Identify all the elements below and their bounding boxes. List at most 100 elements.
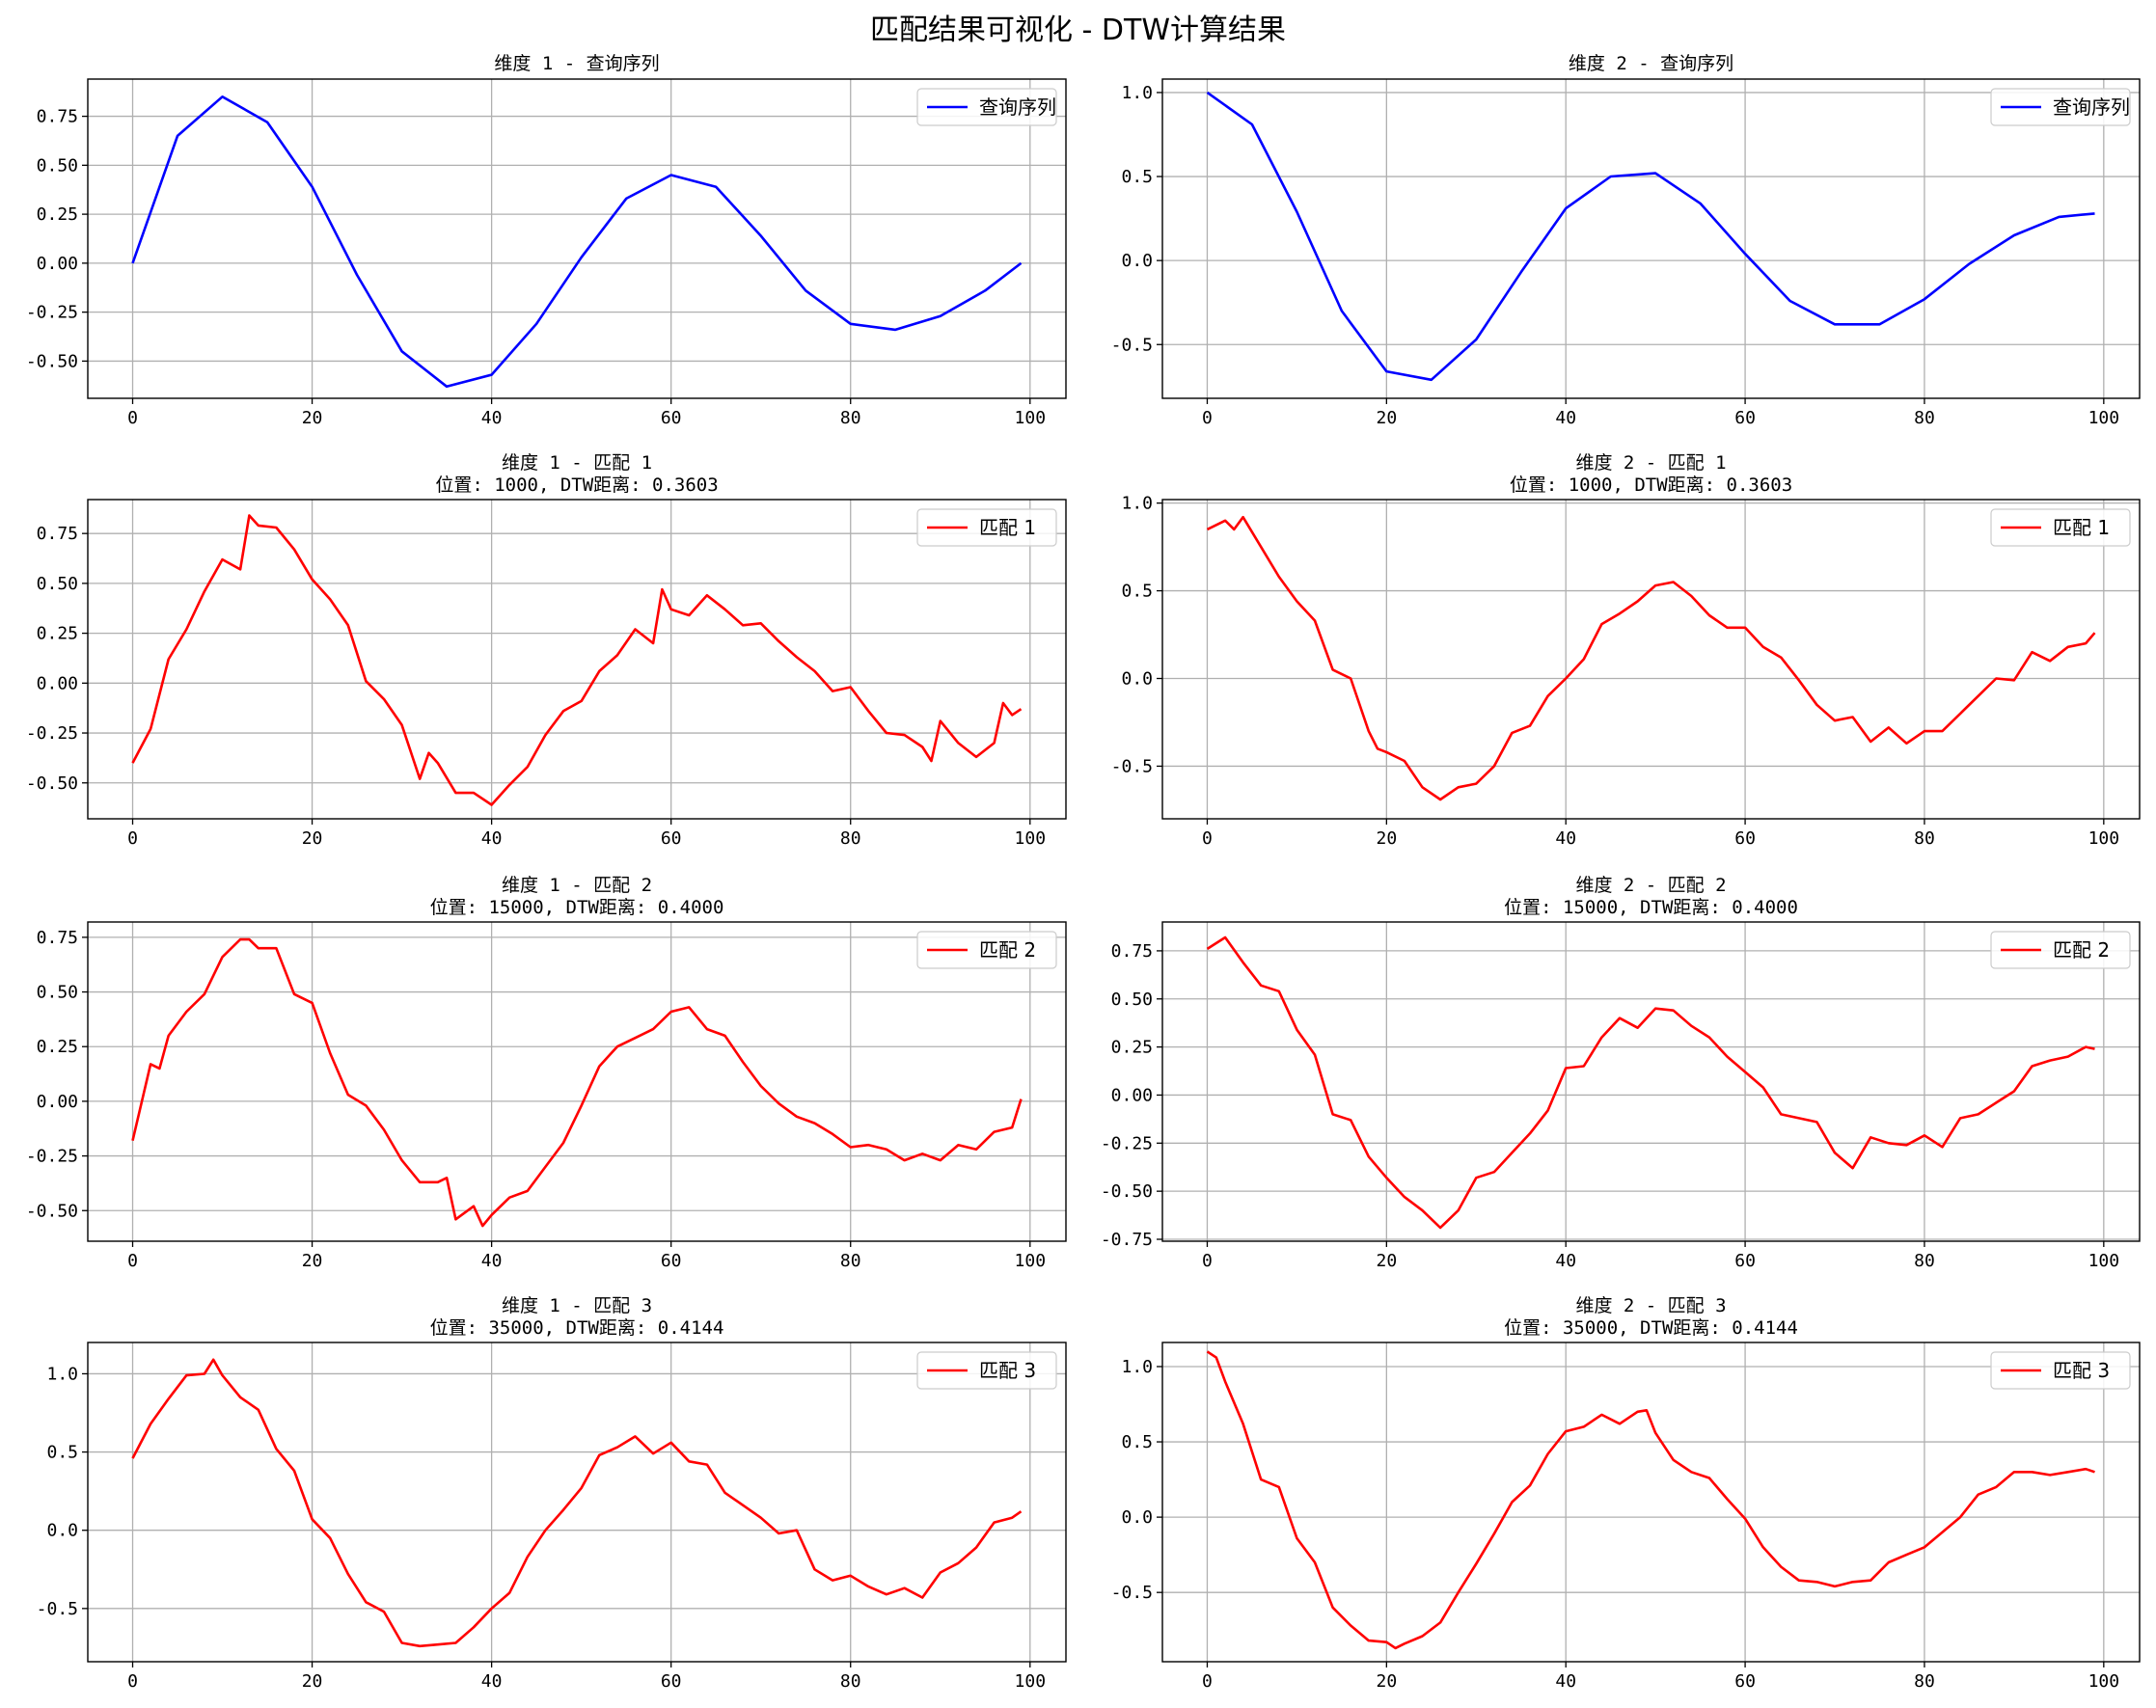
x-tick-label: 100 (1015, 1671, 1047, 1692)
axes-frame (1161, 78, 2141, 399)
x-tick-label: 40 (1555, 828, 1576, 849)
series-line (131, 1358, 1023, 1648)
legend-label: 匹配 2 (2053, 938, 2110, 962)
axes-frame (87, 1342, 1067, 1663)
subplot-title: 维度 2 - 匹配 2 (1575, 875, 1726, 896)
legend: 匹配 1 (1990, 508, 2131, 547)
y-tick-label: 0.50 (37, 574, 78, 594)
x-tick-label: 60 (1734, 1251, 1756, 1271)
subplot-3: 0 20 40 60 80 100 -0.50 -0.25 0.00 0.25 0.50 0.75 维度… (26, 452, 1067, 849)
x-tick-label: 0 (1202, 828, 1213, 849)
legend-label: 匹配 3 (979, 1359, 1036, 1382)
y-tick-label: 1.0 (1121, 494, 1153, 514)
x-tick-label: 80 (1914, 1251, 1935, 1271)
y-tick-label: 0.5 (46, 1443, 78, 1463)
subplot-title: 维度 2 - 匹配 1 (1575, 452, 1726, 474)
y-tick-label: 0.50 (37, 155, 78, 176)
subplot-title: 维度 1 - 匹配 2 (502, 875, 652, 896)
x-tick-label: 0 (127, 408, 138, 428)
y-tick-label: -0.25 (26, 303, 78, 323)
subplot-title: 维度 1 - 查询序列 (494, 53, 659, 74)
x-tick-label: 40 (481, 408, 503, 428)
legend-label: 查询序列 (979, 95, 1056, 119)
subplot-title: 维度 2 - 查询序列 (1569, 53, 1733, 74)
x-tick-label: 80 (1914, 1671, 1935, 1692)
x-tick-label: 20 (1376, 1671, 1397, 1692)
y-tick-label: 0.00 (37, 1092, 78, 1112)
y-tick-label: 0.0 (1121, 669, 1153, 690)
x-tick-label: 100 (2088, 828, 2120, 849)
x-tick-label: 80 (840, 828, 861, 849)
legend-box (1990, 931, 2131, 969)
subplot-title: 维度 1 - 匹配 1 (502, 452, 652, 474)
axes-frame (1161, 921, 2141, 1242)
series-line (1206, 935, 2095, 1230)
legend-box (916, 508, 1057, 547)
subplot-4: 0 20 40 60 80 100 -0.5 0.0 0.5 1.0 维度 2 - 匹配 1位置: … (1111, 452, 2141, 849)
y-tick-label: 0.5 (1121, 167, 1153, 187)
x-tick-label: 0 (1202, 1671, 1213, 1692)
x-tick-label: 40 (1555, 408, 1576, 428)
subplot-5: 0 20 40 60 80 100 -0.50 -0.25 0.00 0.25 0.50 0.75 维度… (26, 875, 1067, 1271)
x-tick-label: 0 (127, 828, 138, 849)
x-tick-label: 60 (1734, 408, 1756, 428)
x-tick-label: 80 (840, 1671, 861, 1692)
subplot-6: 0 20 40 60 80 100 -0.75 -0.50 -0.25 0.00 0.25 0.50 0… (1101, 875, 2141, 1271)
y-tick-label: -0.25 (1101, 1133, 1153, 1153)
subplot-title: 维度 2 - 匹配 3 (1575, 1295, 1726, 1316)
y-tick-label: -0.5 (37, 1599, 78, 1619)
x-tick-label: 40 (1555, 1671, 1576, 1692)
y-tick-label: -0.5 (1111, 1583, 1153, 1603)
y-tick-label: 0.0 (46, 1521, 78, 1541)
subplot-subtitle: 位置: 35000, DTW距离: 0.4144 (430, 1317, 724, 1339)
y-tick-label: -0.50 (26, 1201, 78, 1221)
x-tick-label: 20 (302, 1671, 323, 1692)
legend: 查询序列 (916, 88, 1057, 126)
y-tick-label: 0.0 (1121, 251, 1153, 271)
x-tick-label: 40 (1555, 1251, 1576, 1271)
x-tick-label: 0 (127, 1671, 138, 1692)
subplot-subtitle: 位置: 35000, DTW距离: 0.4144 (1504, 1317, 1798, 1339)
x-tick-label: 60 (661, 1671, 682, 1692)
x-tick-label: 80 (1914, 828, 1935, 849)
y-tick-label: -0.5 (1111, 756, 1153, 776)
y-tick-label: 0.75 (37, 928, 78, 948)
y-tick-label: 0.50 (1111, 990, 1153, 1010)
axes-frame (87, 499, 1067, 820)
x-tick-label: 100 (1015, 408, 1047, 428)
legend-box (1990, 88, 2131, 126)
y-tick-label: 0.25 (37, 1037, 78, 1057)
x-tick-label: 100 (2088, 1671, 2120, 1692)
x-tick-label: 60 (1734, 1671, 1756, 1692)
axes-frame (87, 78, 1067, 399)
legend: 匹配 1 (916, 508, 1057, 547)
y-tick-label: 0.00 (1111, 1085, 1153, 1105)
y-tick-label: -0.25 (26, 1147, 78, 1167)
y-tick-label: 0.5 (1121, 1432, 1153, 1452)
x-tick-label: 100 (1015, 1251, 1047, 1271)
y-tick-label: -0.50 (26, 773, 78, 794)
axes-frame (1161, 499, 2141, 820)
x-tick-label: 80 (840, 408, 861, 428)
subplot-1: 0 20 40 60 80 100 -0.50 -0.25 0.00 0.25 0.50 0.75 维度… (26, 53, 1067, 428)
x-tick-label: 40 (481, 1671, 503, 1692)
y-tick-label: 0.25 (37, 204, 78, 225)
x-tick-label: 100 (2088, 408, 2120, 428)
x-tick-label: 60 (661, 1251, 682, 1271)
x-tick-label: 40 (481, 1251, 503, 1271)
legend-label: 查询序列 (2053, 95, 2130, 119)
legend-box (1990, 1351, 2131, 1390)
legend-box (916, 931, 1057, 969)
x-tick-label: 0 (1202, 1251, 1213, 1271)
y-tick-label: 0.25 (1111, 1038, 1153, 1058)
y-tick-label: -0.25 (26, 723, 78, 744)
axes-frame (87, 921, 1067, 1242)
axes-frame (1161, 1342, 2141, 1663)
x-tick-label: 20 (1376, 1251, 1397, 1271)
figure-title: 匹配结果可视化 - DTW计算结果 (870, 14, 1286, 47)
series-line (1206, 515, 2096, 801)
subplot-subtitle: 位置: 1000, DTW距离: 0.3603 (435, 474, 718, 496)
x-tick-label: 100 (2088, 1251, 2120, 1271)
